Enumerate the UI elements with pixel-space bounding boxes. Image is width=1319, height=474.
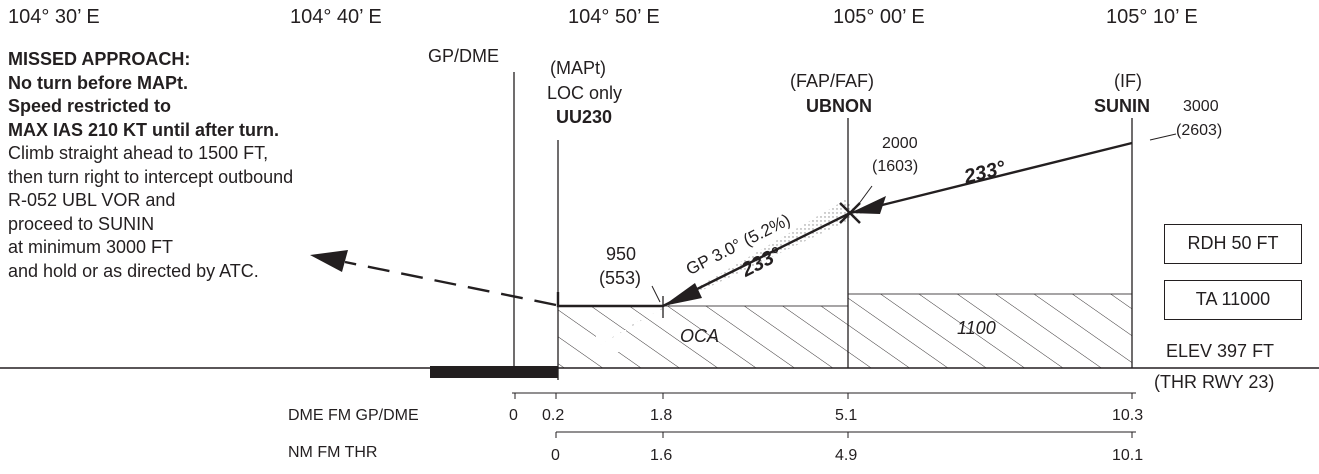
dme-scale-label: DME FM GP/DME: [288, 407, 419, 424]
nm-value-3: 10.1: [1112, 447, 1144, 464]
faf-height: (1603): [872, 158, 919, 175]
ma-line-1: MISSED APPROACH:: [8, 49, 191, 69]
longitude-4: 105° 00’ E: [833, 6, 925, 28]
mapt-height: (553): [599, 268, 642, 288]
dme-value-2: 1.8: [650, 407, 673, 424]
missed-approach-path: [344, 260, 557, 307]
runway: [430, 366, 558, 378]
rdh-box: RDH 50 FT: [1164, 224, 1302, 264]
threshold-label: (THR RWY 23): [1154, 372, 1275, 392]
ma-line-7: R-052 UBL VOR and: [8, 190, 176, 210]
missed-approach-arrow: [310, 250, 348, 272]
faf-alt: 2000: [882, 135, 918, 152]
ta-box: TA 11000: [1164, 280, 1302, 320]
ma-line-6: then turn right to intercept outbound: [8, 166, 294, 187]
arrow-to-mapt: [663, 283, 702, 306]
dme-value-0: 0: [509, 407, 518, 424]
nm-value-1: 1.6: [650, 447, 673, 464]
faf-type: (FAP/FAF): [790, 71, 875, 91]
if-name: SUNIN: [1094, 96, 1151, 116]
longitude-2: 104° 40’ E: [290, 6, 382, 28]
longitude-1: 104° 30’ E: [8, 6, 100, 28]
mapt-note: LOC only: [547, 83, 623, 103]
ma-line-2: No turn before MAPt.: [8, 72, 188, 93]
ma-line-3: Speed restricted to: [8, 96, 172, 116]
area-1100: [847, 293, 1133, 369]
mapt-name: UU230: [556, 107, 613, 127]
elevation-label: ELEV 397 FT: [1166, 341, 1275, 361]
dme-value-4: 10.3: [1112, 407, 1144, 424]
if-height: (2603): [1176, 122, 1223, 139]
ma-line-10: and hold or as directed by ATC.: [8, 260, 259, 281]
ma-line-9: at minimum 3000 FT: [8, 237, 174, 257]
dme-value-3: 5.1: [835, 407, 858, 424]
longitude-3: 104° 50’ E: [568, 6, 660, 28]
arrow-to-faf: [850, 196, 886, 214]
if-alt: 3000: [1183, 98, 1219, 115]
ma-line-8: proceed to SUNIN: [8, 213, 155, 234]
nm-scale-label: NM FM THR: [288, 444, 378, 461]
nm-value-0: 0: [551, 447, 560, 464]
gp-dme-label: GP/DME: [428, 46, 500, 66]
longitude-5: 105° 10’ E: [1106, 6, 1198, 28]
mapt-type: (MAPt): [550, 58, 606, 78]
ma-line-4: MAX IAS 210 KT until after turn.: [8, 119, 280, 140]
flight-path: [556, 141, 1133, 308]
faf-name: UBNON: [806, 96, 872, 116]
ma-line-5: Climb straight ahead to 1500 FT,: [8, 143, 269, 163]
missed-approach-text: MISSED APPROACH: No turn before MAPt. Sp…: [8, 48, 293, 283]
mapt-alt: 950: [606, 244, 637, 264]
dme-value-1: 0.2: [542, 407, 565, 424]
if-type: (IF): [1114, 71, 1142, 91]
nm-value-2: 4.9: [835, 447, 858, 464]
alt-1100-label: 1100: [957, 318, 996, 338]
oca-label: OCA: [680, 326, 720, 346]
